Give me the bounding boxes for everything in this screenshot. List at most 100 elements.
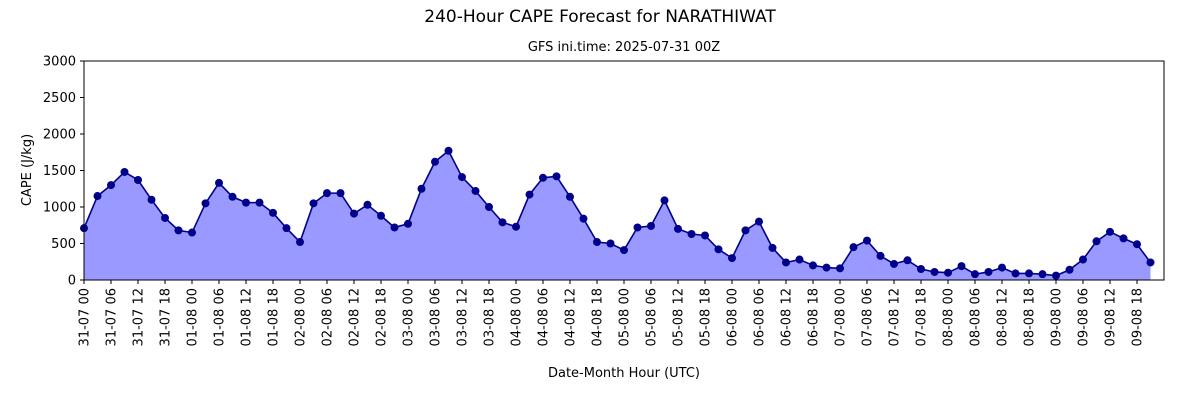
data-point <box>350 209 358 218</box>
y-tick-label: 2500 <box>43 91 76 106</box>
data-point <box>309 199 318 208</box>
data-point <box>458 173 466 182</box>
data-point <box>93 192 102 201</box>
y-tick-label: 1500 <box>43 164 76 179</box>
data-point <box>1079 255 1087 264</box>
data-point <box>296 238 304 247</box>
data-point <box>1133 240 1141 249</box>
data-point <box>525 190 534 199</box>
x-tick-label: 06-08 18 <box>807 288 822 346</box>
data-point <box>809 261 817 270</box>
x-tick-label: 09-08 00 <box>1050 288 1065 346</box>
x-tick-label: 31-07 12 <box>132 288 147 346</box>
data-point <box>512 222 520 231</box>
x-tick-label: 01-08 12 <box>240 288 255 346</box>
data-point <box>134 175 142 184</box>
data-point <box>944 268 952 277</box>
x-tick-label: 09-08 06 <box>1077 288 1092 346</box>
cape-area-fill <box>84 150 1151 280</box>
x-tick-label: 02-08 00 <box>294 288 309 346</box>
data-point <box>957 262 966 271</box>
data-point <box>795 255 804 264</box>
x-tick-label: 31-07 00 <box>78 288 93 346</box>
data-point <box>552 172 561 181</box>
data-point <box>323 189 331 198</box>
data-point <box>1146 258 1155 267</box>
chart-title: 240-Hour CAPE Forecast for NARATHIWAT <box>424 7 776 27</box>
x-tick-label: 07-08 06 <box>861 288 876 346</box>
data-point <box>579 214 588 223</box>
x-axis-label: Date-Month Hour (UTC) <box>548 366 700 381</box>
data-point <box>444 146 453 155</box>
data-point <box>903 256 912 265</box>
x-tick-label: 03-08 18 <box>483 288 498 346</box>
x-tick-label: 03-08 00 <box>402 288 417 346</box>
data-point <box>633 223 642 232</box>
data-point <box>930 267 939 276</box>
data-point <box>593 238 601 247</box>
data-point <box>390 223 399 232</box>
x-tick-label: 01-08 18 <box>267 288 282 346</box>
x-tick-label: 07-08 12 <box>888 288 903 346</box>
y-axis-label: CAPE (J/kg) <box>20 134 35 206</box>
data-point <box>606 239 615 248</box>
data-point <box>282 224 291 233</box>
data-point <box>674 224 682 233</box>
data-point <box>1038 270 1047 279</box>
x-tick-label: 01-08 06 <box>213 288 228 346</box>
data-point <box>1065 265 1074 274</box>
data-point <box>863 236 871 245</box>
data-point <box>242 198 250 207</box>
data-point <box>336 189 345 198</box>
x-tick-label: 07-08 18 <box>915 288 930 346</box>
x-tick-label: 03-08 06 <box>429 288 444 346</box>
x-tick-label: 03-08 12 <box>456 288 471 346</box>
data-point <box>255 198 264 207</box>
data-point <box>363 200 372 209</box>
data-point <box>998 263 1006 272</box>
plot-area: 0 500 1000 1500 2000 2500 3000 31-07 00 31-07 06… <box>43 55 1165 346</box>
data-point <box>647 221 655 230</box>
x-tick-label: 01-08 00 <box>186 288 201 346</box>
data-point <box>228 192 237 201</box>
x-tick-label: 31-07 18 <box>159 288 174 346</box>
y-tick-label: 500 <box>51 237 76 252</box>
data-point <box>971 270 979 279</box>
data-point <box>984 267 993 276</box>
x-tick-label: 05-08 18 <box>699 288 714 346</box>
y-tick-label: 2000 <box>43 128 76 143</box>
data-point <box>471 186 480 195</box>
data-point <box>269 208 277 217</box>
data-point <box>687 230 696 239</box>
data-point <box>714 245 723 254</box>
data-point <box>147 195 156 204</box>
data-point <box>1011 269 1020 278</box>
data-point <box>782 258 790 267</box>
data-point <box>1119 234 1128 243</box>
data-point <box>188 228 196 237</box>
x-tick-label: 06-08 12 <box>780 288 795 346</box>
x-tick-label: 31-07 06 <box>105 288 120 346</box>
data-point <box>431 157 439 166</box>
data-point <box>215 178 223 187</box>
y-tick-label: 3000 <box>43 55 76 70</box>
x-tick-label: 08-08 06 <box>969 288 984 346</box>
data-point <box>620 246 628 255</box>
data-point <box>849 243 858 252</box>
x-tick-label: 04-08 06 <box>537 288 552 346</box>
x-tick-label: 05-08 12 <box>672 288 687 346</box>
data-point <box>876 251 885 260</box>
x-tick-label: 05-08 06 <box>645 288 660 346</box>
data-point <box>107 181 115 190</box>
data-point <box>174 226 183 235</box>
data-point <box>377 211 385 220</box>
x-tick-label: 06-08 00 <box>726 288 741 346</box>
data-point <box>890 259 898 268</box>
data-point <box>566 192 574 201</box>
data-point <box>485 203 493 211</box>
data-point <box>728 254 736 263</box>
data-point <box>539 173 547 182</box>
x-tick-label: 05-08 00 <box>618 288 633 346</box>
data-point <box>768 243 777 252</box>
